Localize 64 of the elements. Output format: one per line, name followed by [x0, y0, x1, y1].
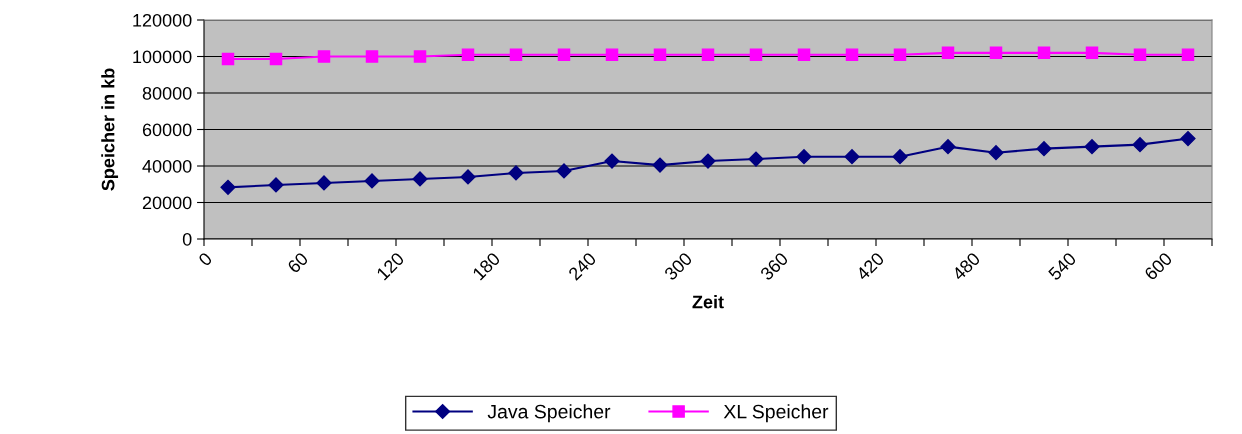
legend-label: Java Speicher: [487, 404, 611, 423]
point: [605, 48, 619, 61]
point: [412, 171, 428, 187]
y-tick-label: 120000: [133, 13, 192, 27]
point: [1036, 141, 1052, 157]
x-tick-label: 360: [759, 251, 789, 281]
x-axis-title: Zeit: [692, 295, 724, 309]
point: [1132, 137, 1148, 153]
point: [797, 48, 811, 61]
point: [1084, 139, 1100, 155]
x-tick-label: 420: [855, 251, 885, 282]
point: [221, 52, 235, 66]
point: [604, 153, 620, 169]
point: [1085, 46, 1099, 60]
point: [845, 48, 859, 61]
point: [508, 165, 524, 181]
point: [700, 153, 716, 169]
y-tick-label: 40000: [142, 159, 192, 173]
x-tick-label: 0: [197, 251, 213, 267]
y-tick-label: 80000: [142, 86, 192, 100]
point: [365, 50, 379, 63]
point: [749, 48, 763, 61]
point: [509, 48, 523, 61]
point: [653, 48, 667, 61]
y-tick-label: 0: [182, 232, 192, 246]
point: [701, 48, 715, 61]
point: [557, 48, 571, 61]
point: [989, 46, 1003, 60]
point: [941, 46, 955, 60]
point: [556, 163, 572, 179]
point: [988, 145, 1004, 161]
point: [220, 179, 236, 195]
y-tick-label: 100000: [133, 50, 192, 64]
point: [461, 48, 475, 61]
y-tick-label: 60000: [142, 123, 192, 137]
point: [1181, 48, 1195, 61]
x-tick-label: 300: [663, 251, 693, 281]
point: [844, 149, 860, 165]
point: [1133, 48, 1147, 61]
y-axis-title: Speicher in kb: [101, 68, 119, 191]
point: [796, 149, 812, 165]
x-tick-label: 600: [1143, 251, 1173, 281]
point: [364, 173, 380, 189]
point: [413, 50, 427, 63]
legend-label: XL Speicher: [723, 404, 829, 423]
y-tick-label: 20000: [142, 196, 192, 210]
x-tick-label: 180: [472, 251, 501, 281]
point: [317, 50, 331, 63]
x-tick-label: 120: [376, 251, 405, 281]
point: [893, 48, 907, 61]
point: [1180, 131, 1196, 147]
x-tick-label: 240: [567, 251, 597, 281]
point: [748, 151, 764, 167]
point: [940, 139, 956, 155]
x-tick-label: 60: [286, 251, 309, 274]
point: [460, 169, 476, 185]
point: [1037, 46, 1051, 60]
point: [269, 52, 283, 66]
x-tick-label: 540: [1047, 251, 1077, 281]
point: [268, 177, 284, 193]
point: [892, 149, 908, 165]
point: [652, 157, 668, 173]
x-tick-label: 480: [951, 251, 981, 282]
point: [316, 175, 332, 191]
